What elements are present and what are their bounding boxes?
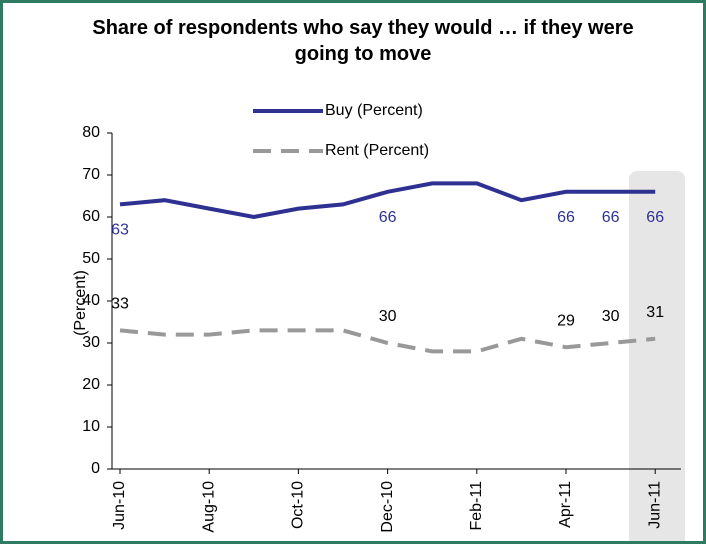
highlight [629, 171, 685, 541]
data-label: 30 [602, 308, 620, 325]
legend-label: Buy (Percent) [325, 102, 423, 119]
x-tick-label: Apr-11 [557, 481, 574, 528]
data-label: 31 [646, 304, 664, 321]
data-label: 66 [379, 209, 397, 226]
y-tick-label: 80 [82, 124, 100, 141]
series-line [119, 181, 656, 220]
x-tick-label: Oct-10 [290, 481, 307, 529]
data-label: 66 [646, 209, 664, 226]
y-tick-label: 60 [82, 208, 100, 225]
chart: (Percent) 0 10 20 30 40 50 60 70 80 Jun-10 Aug-10 O… [72, 102, 685, 541]
chart-title: Share of respondents who say they would … [92, 17, 634, 65]
x-tick-label: Aug-10 [200, 481, 217, 533]
data-label: 63 [111, 222, 129, 239]
y-tick-label: 30 [82, 334, 100, 351]
x-tick-label: Dec-10 [379, 481, 396, 533]
y-tick-label: 40 [82, 292, 100, 309]
data-label: 66 [557, 209, 575, 226]
y-tick-label: 50 [82, 250, 100, 267]
y-tick-label: 0 [91, 460, 100, 477]
x-tick-label: Feb-11 [468, 481, 485, 531]
y-tick-label: 20 [82, 376, 100, 393]
y-tick-label: 10 [82, 418, 100, 435]
y-axis-label: (Percent) [72, 270, 89, 336]
data-label: 30 [379, 308, 397, 325]
x-tick-label: Jun-11 [646, 481, 663, 529]
legend-label: Rent (Percent) [325, 142, 429, 159]
series-line [119, 328, 656, 354]
x-tick-label: Jun-10 [111, 481, 128, 530]
data-label: 29 [557, 312, 575, 329]
data-label: 66 [602, 209, 620, 226]
data-label: 33 [111, 296, 129, 313]
y-tick-label: 70 [82, 166, 100, 183]
